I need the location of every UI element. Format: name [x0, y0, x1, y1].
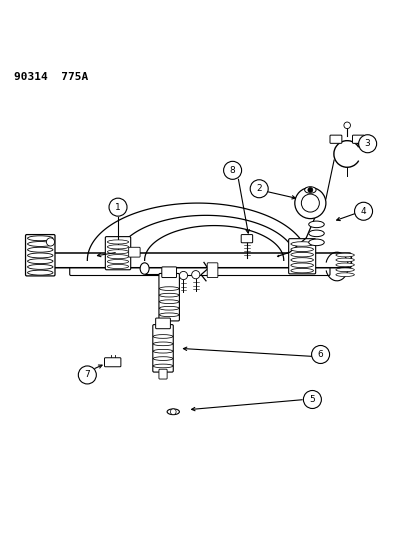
FancyBboxPatch shape	[49, 253, 351, 268]
FancyBboxPatch shape	[129, 247, 140, 257]
Circle shape	[47, 238, 54, 246]
Ellipse shape	[153, 357, 173, 360]
Ellipse shape	[159, 287, 179, 290]
Ellipse shape	[291, 257, 314, 262]
Ellipse shape	[108, 240, 129, 244]
Ellipse shape	[28, 236, 53, 241]
Circle shape	[250, 180, 268, 198]
FancyBboxPatch shape	[289, 239, 316, 274]
Ellipse shape	[153, 364, 173, 368]
Circle shape	[78, 366, 96, 384]
Ellipse shape	[159, 313, 179, 317]
Ellipse shape	[336, 273, 354, 277]
Ellipse shape	[159, 300, 179, 303]
FancyBboxPatch shape	[159, 369, 167, 379]
Text: 8: 8	[230, 166, 236, 175]
Text: 2: 2	[256, 184, 262, 193]
Ellipse shape	[28, 253, 53, 258]
Text: 3: 3	[365, 139, 370, 148]
Ellipse shape	[108, 245, 129, 249]
Text: 6: 6	[318, 350, 323, 359]
Ellipse shape	[153, 335, 173, 338]
Ellipse shape	[304, 187, 316, 193]
Ellipse shape	[291, 263, 314, 268]
Circle shape	[224, 161, 241, 179]
Ellipse shape	[291, 242, 314, 246]
Text: 5: 5	[309, 395, 315, 404]
Circle shape	[355, 202, 372, 220]
FancyBboxPatch shape	[241, 235, 253, 243]
FancyBboxPatch shape	[159, 273, 179, 321]
Circle shape	[301, 194, 319, 212]
Text: 4: 4	[361, 207, 366, 216]
Ellipse shape	[309, 230, 324, 237]
Ellipse shape	[28, 264, 53, 269]
Circle shape	[171, 409, 176, 415]
Ellipse shape	[336, 263, 354, 266]
Ellipse shape	[28, 241, 53, 246]
Ellipse shape	[140, 263, 149, 274]
Ellipse shape	[336, 253, 354, 257]
FancyBboxPatch shape	[105, 237, 131, 270]
Circle shape	[308, 188, 313, 192]
Ellipse shape	[309, 239, 324, 246]
Ellipse shape	[153, 342, 173, 346]
Ellipse shape	[28, 247, 53, 252]
Ellipse shape	[28, 270, 53, 275]
Ellipse shape	[167, 409, 179, 415]
Text: 1: 1	[115, 203, 121, 212]
FancyBboxPatch shape	[153, 325, 173, 372]
FancyBboxPatch shape	[70, 265, 330, 276]
Ellipse shape	[309, 221, 324, 228]
Circle shape	[192, 271, 200, 279]
Ellipse shape	[291, 268, 314, 273]
Ellipse shape	[153, 349, 173, 353]
Ellipse shape	[108, 264, 129, 269]
Circle shape	[303, 391, 321, 408]
Ellipse shape	[108, 255, 129, 259]
Text: 90314  775A: 90314 775A	[14, 72, 88, 82]
FancyBboxPatch shape	[207, 263, 218, 278]
Ellipse shape	[336, 258, 354, 262]
FancyBboxPatch shape	[353, 135, 364, 143]
FancyBboxPatch shape	[105, 358, 121, 367]
Circle shape	[344, 122, 351, 128]
Ellipse shape	[159, 293, 179, 297]
Text: 7: 7	[84, 370, 90, 379]
Circle shape	[179, 271, 187, 280]
Ellipse shape	[291, 253, 314, 257]
Circle shape	[311, 345, 330, 364]
FancyBboxPatch shape	[156, 318, 171, 329]
Ellipse shape	[108, 260, 129, 264]
Circle shape	[358, 135, 377, 153]
Ellipse shape	[28, 259, 53, 264]
FancyBboxPatch shape	[330, 135, 342, 143]
Ellipse shape	[336, 268, 354, 272]
FancyBboxPatch shape	[26, 235, 55, 276]
FancyBboxPatch shape	[162, 267, 176, 278]
Circle shape	[109, 198, 127, 216]
Ellipse shape	[291, 247, 314, 252]
Ellipse shape	[159, 306, 179, 310]
Circle shape	[295, 188, 326, 219]
Ellipse shape	[108, 250, 129, 254]
